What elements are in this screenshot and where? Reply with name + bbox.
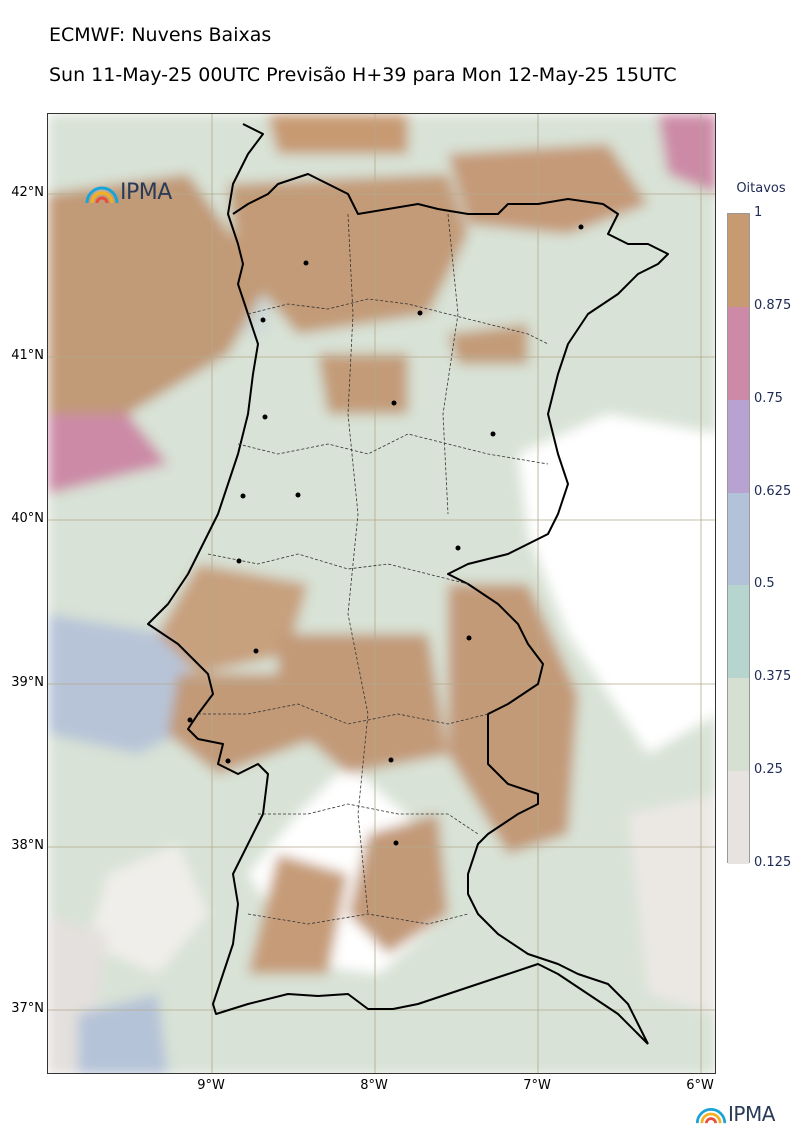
country-outline — [147, 123, 669, 1045]
lat-label: 38°N — [11, 838, 44, 853]
rainbow-arc-icon — [695, 1108, 727, 1124]
colorbar-segment — [728, 492, 749, 586]
cloud-field — [48, 114, 715, 1073]
ipma-footer-logo: IPMA — [694, 1102, 775, 1126]
map-title: ECMWF: Nuvens Baixas — [49, 24, 272, 46]
cloud-map — [48, 114, 715, 1073]
ipma-footer-logo-text: IPMA — [728, 1102, 775, 1126]
colorbar-segment — [728, 306, 749, 400]
lat-label: 41°N — [11, 348, 44, 363]
colorbar-segment — [728, 214, 749, 307]
map-panel: IPMA — [47, 113, 716, 1074]
colorbar-tick-label: 0.875 — [754, 297, 792, 313]
colorbar-tick-label: 0.125 — [754, 855, 792, 870]
colorbar-segment — [728, 771, 749, 864]
lon-label: 8°W — [360, 1078, 388, 1093]
colorbar — [727, 213, 750, 864]
lat-label: 37°N — [11, 1001, 44, 1016]
colorbar-segment — [728, 399, 749, 493]
lat-label: 40°N — [11, 511, 44, 526]
colorbar-tick-label: 0.25 — [754, 762, 783, 778]
colorbar-tick-label: 0.625 — [754, 483, 792, 499]
ipma-map-logo-text: IPMA — [120, 180, 172, 205]
map-subtitle: Sun 11-May-25 00UTC Previsão H+39 para M… — [49, 64, 677, 86]
lon-label: 7°W — [523, 1078, 551, 1093]
colorbar-tick-label: 1 — [754, 205, 763, 220]
lat-label: 39°N — [11, 675, 44, 690]
lon-label: 9°W — [197, 1078, 225, 1093]
city-markers — [187, 224, 584, 846]
colorbar-tick-label: 0.375 — [754, 669, 792, 685]
colorbar-title: Oitavos — [736, 181, 786, 196]
colorbar-segment — [728, 585, 749, 679]
district-boundaries — [198, 213, 549, 925]
colorbar-segment — [728, 678, 749, 772]
lon-label: 6°W — [686, 1078, 714, 1093]
lat-label: 42°N — [11, 185, 44, 200]
rainbow-arc-icon — [85, 186, 119, 203]
colorbar-tick-label: 0.75 — [754, 390, 783, 406]
colorbar-tick-label: 0.5 — [754, 576, 775, 592]
ipma-map-logo: IPMA — [84, 180, 172, 205]
